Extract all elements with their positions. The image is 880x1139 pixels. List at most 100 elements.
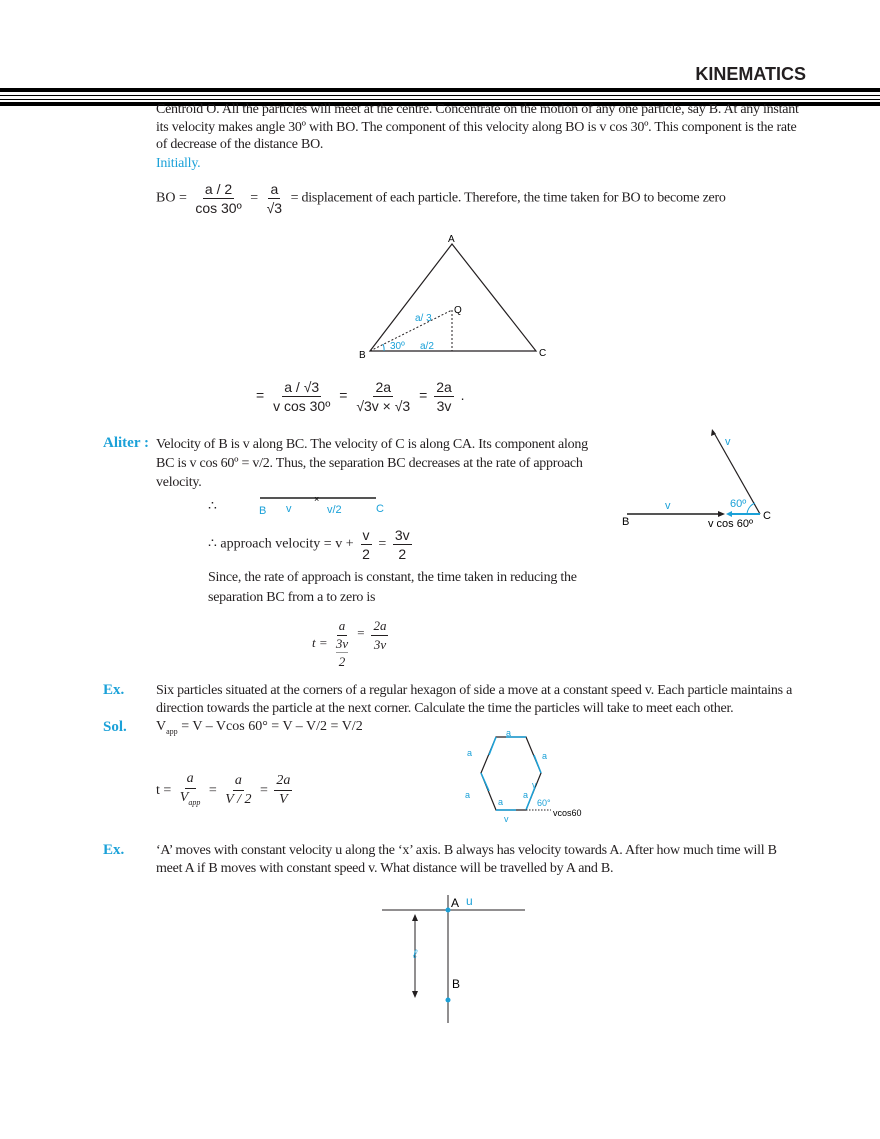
arrowhead xyxy=(718,511,725,517)
point-q: Q xyxy=(454,305,462,316)
inner-numerator: 3v xyxy=(335,636,349,653)
bo-equation: BO = a / 2 cos 30º = a √3 = displacement o… xyxy=(156,180,726,217)
fraction: a / √3 v cos 30º xyxy=(271,378,332,415)
velocity-v-arrow xyxy=(712,430,761,515)
velocity-label: v xyxy=(532,780,537,790)
denominator: cos 30º xyxy=(195,200,242,216)
velocity-components-diagram: v v 60º B C v cos 60º xyxy=(622,429,771,530)
example-label: Ex. xyxy=(103,682,125,698)
angle-arc xyxy=(382,343,385,352)
label-u: u xyxy=(466,894,473,908)
aliter-paragraph: Velocity of B is v along BC. The velocit… xyxy=(156,437,588,490)
numerator: a xyxy=(232,772,244,792)
denominator: V xyxy=(279,792,288,808)
solution-label: Sol. xyxy=(103,719,127,735)
eq-text: = V – Vcos 60° = V – V/2 = V/2 xyxy=(181,719,363,734)
eq-text: = xyxy=(419,387,428,404)
eq-text: = displacement of each particle. Therefo… xyxy=(290,190,726,206)
fraction: a Vapp xyxy=(178,770,203,812)
eq-text: ∴ approach velocity = v + xyxy=(208,536,354,552)
eq-text: = xyxy=(378,536,387,552)
eq-text: . xyxy=(460,387,465,404)
midpoint-mark: × xyxy=(314,494,319,504)
bq-line xyxy=(369,309,453,352)
angle-label: 30º xyxy=(390,341,405,352)
label-b: B xyxy=(452,977,460,991)
side-label: a xyxy=(465,790,470,800)
chapter-title: KINEMATICS xyxy=(695,64,806,84)
triangle-diagram: A B C Q a/ 3 a/2 30º xyxy=(359,234,546,361)
fraction: 2a V xyxy=(274,772,293,809)
label-a: A xyxy=(451,896,459,910)
numerator: a xyxy=(184,770,196,789)
side-label: a xyxy=(523,790,528,800)
den-text: V xyxy=(179,790,189,805)
header-rule xyxy=(0,102,880,106)
eq-text: = xyxy=(256,387,265,404)
fraction: a / 2 cos 30º xyxy=(193,180,243,217)
angle-label: 60° xyxy=(537,798,551,808)
fraction: 2a 3v xyxy=(371,617,389,654)
header-rule xyxy=(0,99,880,100)
bc-line-diagram: × B v v/2 C xyxy=(259,494,384,517)
fraction: 2a √3v × √3 xyxy=(354,378,412,415)
fraction: a √3 xyxy=(265,180,284,217)
eq-text: t = xyxy=(312,634,328,650)
denominator: 3v 2 xyxy=(334,636,350,671)
aliter-label: Aliter : xyxy=(103,435,149,451)
example-text: ‘A’ moves with constant velocity u along… xyxy=(156,843,777,876)
denominator: 2 xyxy=(362,546,370,562)
triangle-abc xyxy=(368,243,538,352)
denominator: V / 2 xyxy=(225,792,252,808)
pursuit-diagram: A u ℓ B xyxy=(382,894,525,1023)
angle-label: 60º xyxy=(730,498,746,510)
subscript: app xyxy=(166,726,178,736)
denominator: 3v xyxy=(436,398,452,414)
component-label: v cos 60º xyxy=(708,518,753,530)
hexagon xyxy=(480,736,542,811)
inner-denominator: 2 xyxy=(338,654,346,669)
fraction: 2a 3v xyxy=(434,378,454,415)
hexagon-diagram: a a a a a a v v 60° vcos60 xyxy=(465,728,582,824)
side-label: a xyxy=(542,751,547,761)
numerator: a xyxy=(336,617,348,636)
intro-paragraph: Centroid O. All the particles will meet … xyxy=(156,102,799,152)
time-equation: = a / √3 v cos 30º = 2a √3v × √3 = 2a 3v . xyxy=(256,378,465,415)
velocity-v: v xyxy=(286,503,292,515)
initially-label: Initially. xyxy=(156,156,201,171)
velocity-label: v xyxy=(504,814,509,824)
vertex-c: C xyxy=(539,348,546,359)
vertex-a: A xyxy=(448,234,455,245)
numerator: 3v xyxy=(392,527,412,545)
eq-text: = xyxy=(250,190,259,206)
denominator: 3v xyxy=(373,637,387,652)
point-a xyxy=(445,907,451,913)
point-c: C xyxy=(376,503,384,515)
label-l: ℓ xyxy=(413,947,418,961)
angle-arc xyxy=(746,502,756,515)
side-label: a xyxy=(467,748,472,758)
point-b: B xyxy=(259,505,266,517)
v-label: v xyxy=(665,500,671,512)
subscript: app xyxy=(188,797,201,807)
eq-text: V xyxy=(156,719,167,734)
example-label: Ex. xyxy=(103,842,125,858)
denominator: √3 xyxy=(266,200,283,216)
eq-text: t = xyxy=(156,783,172,799)
side-label: a xyxy=(498,797,503,807)
eq-text: = xyxy=(208,783,217,799)
eq-text: = xyxy=(339,387,348,404)
component-label: vcos60 xyxy=(553,808,582,818)
header-rule xyxy=(0,88,880,92)
denominator: v cos 30º xyxy=(273,398,331,414)
numerator: 2a xyxy=(371,617,389,636)
side-label: a xyxy=(506,728,511,738)
numerator: 2a xyxy=(373,379,394,397)
point-b-start xyxy=(445,997,451,1003)
since-paragraph: Since, the rate of approach is constant,… xyxy=(208,570,577,605)
eq-text: = xyxy=(356,625,366,640)
